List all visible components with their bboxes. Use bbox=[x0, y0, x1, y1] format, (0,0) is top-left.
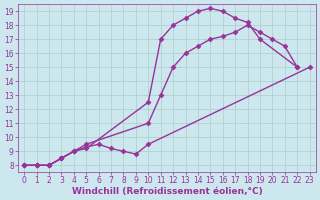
X-axis label: Windchill (Refroidissement éolien,°C): Windchill (Refroidissement éolien,°C) bbox=[72, 187, 262, 196]
